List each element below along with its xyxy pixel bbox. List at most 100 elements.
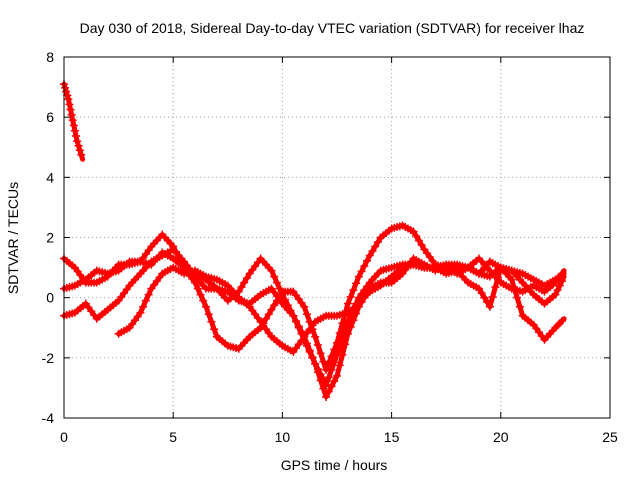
- data-point: [491, 283, 500, 292]
- series-group: [60, 80, 567, 401]
- data-point: [510, 284, 519, 293]
- data-point: [302, 341, 311, 350]
- y-tick-label: 6: [46, 109, 54, 125]
- data-point: [352, 309, 361, 318]
- x-tick-label: 25: [602, 429, 618, 445]
- y-axis-label: SDTVAR / TECUs: [5, 182, 21, 294]
- data-point: [305, 347, 314, 356]
- x-tick-label: 20: [493, 429, 509, 445]
- data-point: [335, 361, 344, 370]
- data-point: [354, 272, 363, 281]
- data-point: [330, 358, 339, 367]
- y-tick-label: 4: [46, 169, 54, 185]
- data-point: [270, 272, 279, 281]
- chart-title: Day 030 of 2018, Sidereal Day-to-day VTE…: [80, 20, 585, 36]
- data-point: [267, 305, 276, 314]
- series-track-1: [60, 80, 86, 162]
- data-point: [555, 281, 564, 290]
- data-point: [324, 387, 333, 396]
- data-point: [267, 266, 276, 275]
- data-point: [74, 141, 83, 150]
- axis-ticks: [63, 56, 611, 419]
- y-tick-label: 0: [46, 290, 54, 306]
- grid-lines: [64, 57, 610, 418]
- data-point: [483, 298, 492, 307]
- data-point: [72, 131, 81, 140]
- x-tick-label: 15: [384, 429, 400, 445]
- series-trace: [61, 223, 567, 373]
- data-point: [68, 116, 77, 125]
- data-point: [64, 95, 73, 104]
- data-point: [360, 262, 369, 271]
- data-point: [349, 316, 358, 325]
- data-point: [363, 256, 372, 265]
- data-point: [368, 247, 377, 256]
- data-point: [207, 317, 216, 326]
- data-point: [316, 349, 325, 358]
- data-point: [65, 100, 74, 109]
- data-point: [302, 310, 311, 319]
- data-point: [352, 279, 361, 288]
- data-point: [330, 377, 339, 386]
- data-point: [319, 357, 328, 366]
- data-point: [474, 284, 483, 293]
- data-point: [557, 316, 566, 325]
- y-tick-label: -2: [42, 350, 55, 366]
- data-point: [270, 301, 279, 310]
- y-tick-label: 8: [46, 49, 54, 65]
- y-tick-label: 2: [46, 230, 54, 246]
- data-point: [349, 286, 358, 295]
- data-point: [557, 271, 566, 280]
- data-point: [63, 91, 72, 100]
- data-point: [327, 365, 336, 374]
- data-point: [494, 273, 503, 282]
- data-point: [196, 290, 205, 299]
- data-point: [417, 241, 426, 250]
- series-track-4: [60, 245, 567, 401]
- tick-labels: 0 5 10 15 20 25 -4 -2 0 2 4 6 8: [42, 49, 618, 445]
- x-axis-label: GPS time / hours: [281, 457, 388, 473]
- data-point: [507, 275, 516, 284]
- data-point: [311, 359, 320, 368]
- data-point: [327, 382, 336, 391]
- data-point: [513, 293, 522, 302]
- x-tick-label: 10: [275, 429, 291, 445]
- data-point: [485, 302, 494, 311]
- data-point: [313, 341, 322, 350]
- x-tick-label: 5: [169, 429, 177, 445]
- data-point: [193, 284, 202, 293]
- data-point: [316, 376, 325, 385]
- data-point: [69, 121, 78, 130]
- data-point: [66, 105, 75, 114]
- data-point: [278, 290, 287, 299]
- data-point: [308, 353, 317, 362]
- data-point: [141, 296, 150, 305]
- data-point: [357, 267, 366, 276]
- data-point: [272, 278, 281, 287]
- data-point: [264, 310, 273, 319]
- data-point: [73, 137, 82, 146]
- data-point: [139, 302, 148, 311]
- data-point: [262, 314, 271, 323]
- data-point: [343, 329, 352, 338]
- data-point: [199, 296, 208, 305]
- data-point: [240, 278, 249, 287]
- data-point: [70, 126, 79, 135]
- data-point: [300, 302, 309, 311]
- data-point: [311, 332, 320, 341]
- data-point: [319, 384, 328, 393]
- data-point: [289, 311, 298, 320]
- data-point: [77, 150, 86, 159]
- data-point: [346, 292, 355, 301]
- data-point: [75, 146, 84, 155]
- data-point: [322, 392, 331, 401]
- data-point: [373, 238, 382, 247]
- data-point: [412, 231, 421, 240]
- data-point: [477, 289, 486, 298]
- data-point: [144, 290, 153, 299]
- data-point: [136, 308, 145, 317]
- data-point: [201, 302, 210, 311]
- data-point: [551, 290, 560, 299]
- data-point: [488, 292, 497, 301]
- data-point: [292, 317, 301, 326]
